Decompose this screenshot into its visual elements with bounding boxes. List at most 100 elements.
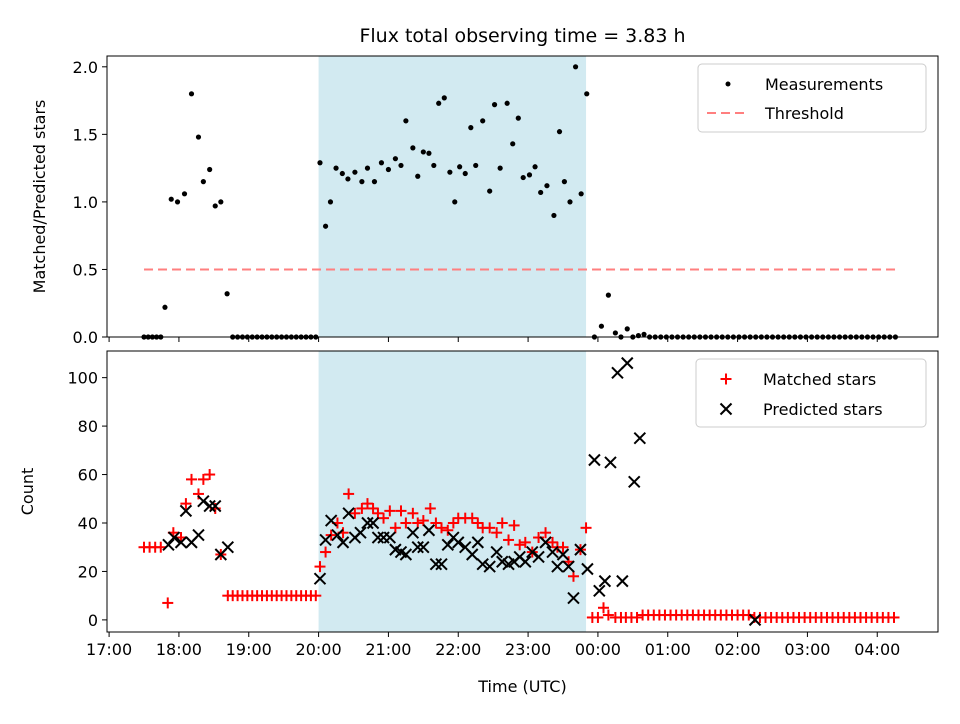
matched-star-points bbox=[138, 469, 900, 623]
matched-star-point bbox=[424, 502, 436, 514]
measurement-point bbox=[174, 199, 181, 205]
measurement-point bbox=[473, 162, 479, 169]
measurement-point bbox=[504, 100, 510, 106]
measurement-point bbox=[385, 166, 392, 173]
matched-star-point bbox=[631, 611, 643, 623]
measurement-point bbox=[584, 91, 590, 97]
matched-star-point bbox=[598, 602, 610, 614]
predicted-star-point bbox=[209, 499, 222, 513]
predicted-star-point bbox=[371, 531, 385, 544]
predicted-star-point bbox=[598, 574, 612, 588]
matched-star-point bbox=[430, 517, 442, 529]
matched-star-point bbox=[442, 524, 454, 536]
measurement-point bbox=[403, 118, 409, 124]
measurement-point bbox=[491, 102, 498, 108]
top-legend: Measurements Threshold bbox=[697, 63, 927, 133]
matched-star-point bbox=[343, 488, 355, 500]
matched-star-point bbox=[320, 546, 332, 558]
matched-star-point bbox=[155, 541, 167, 553]
y-tick-label: 80 bbox=[78, 417, 98, 436]
bottom-panel: 0 20 40 60 80 100 17:00 18:00 19:00 20:00 21:00 22… bbox=[18, 350, 939, 696]
predicted-star-point bbox=[483, 560, 496, 573]
x-tick-label: 03:00 bbox=[784, 640, 830, 659]
bottom-legend-box bbox=[695, 358, 927, 428]
measurement-point bbox=[162, 304, 168, 310]
matched-star-point bbox=[435, 522, 447, 534]
measurement-point bbox=[567, 199, 573, 205]
measurement-point bbox=[378, 160, 385, 166]
predicted-star-point bbox=[354, 526, 367, 539]
matched-star-point bbox=[547, 536, 559, 548]
measurement-point bbox=[200, 179, 206, 185]
predicted-star-point bbox=[551, 560, 564, 573]
legend-measurements-label: Measurements bbox=[765, 75, 883, 94]
measurement-point bbox=[168, 196, 174, 202]
measurement-point bbox=[612, 330, 618, 336]
y-tick-label: 0 bbox=[88, 611, 98, 630]
measurement-point bbox=[364, 165, 371, 171]
measurement-point bbox=[556, 129, 563, 135]
x-tick-label: 18:00 bbox=[156, 640, 202, 659]
matched-star-point bbox=[356, 502, 368, 514]
matched-star-point bbox=[484, 522, 496, 534]
matched-star-point bbox=[400, 517, 412, 529]
measurement-point bbox=[605, 292, 611, 298]
matched-star-point bbox=[389, 522, 401, 534]
matched-star-point bbox=[192, 488, 204, 500]
measurement-point bbox=[188, 91, 195, 97]
predicted-star-point bbox=[435, 557, 448, 571]
top-plot-frame bbox=[106, 55, 939, 338]
measurement-point bbox=[333, 165, 339, 171]
matched-star-point bbox=[367, 502, 379, 514]
measurement-point bbox=[322, 223, 329, 229]
observing-window-shade-bottom bbox=[318, 351, 587, 632]
y-tick-label: 0.0 bbox=[73, 328, 98, 347]
predicted-star-point bbox=[567, 591, 580, 605]
predicted-star-point bbox=[406, 526, 420, 539]
predicted-star-point bbox=[452, 536, 465, 549]
y-tick-label: 60 bbox=[78, 466, 98, 485]
x-axis-label: Time (UTC) bbox=[477, 677, 566, 696]
y-tick-label: 1.5 bbox=[73, 125, 98, 144]
measurement-point bbox=[410, 145, 416, 151]
measurement-point bbox=[352, 169, 358, 175]
measurement-point bbox=[431, 162, 437, 169]
measurement-point bbox=[212, 203, 218, 209]
measurement-point bbox=[195, 134, 202, 140]
measurement-point bbox=[515, 115, 521, 121]
top-y-axis-label: Matched/Predicted stars bbox=[30, 100, 49, 294]
predicted-star-point bbox=[174, 536, 188, 549]
predicted-star-point bbox=[422, 524, 436, 537]
measurement-point bbox=[551, 212, 557, 219]
measurement-point bbox=[520, 174, 526, 181]
measurement-point bbox=[224, 291, 230, 297]
legend-matched-label: Matched stars bbox=[763, 370, 876, 389]
measurement-point bbox=[561, 179, 567, 185]
predicted-star-point bbox=[628, 475, 641, 489]
legend-threshold-label: Threshold bbox=[764, 104, 844, 123]
predicted-star-point bbox=[197, 494, 210, 508]
y-tick-label: 100 bbox=[67, 369, 98, 388]
measurement-point bbox=[420, 149, 426, 155]
matched-star-point bbox=[314, 561, 326, 573]
measurement-point bbox=[207, 166, 213, 173]
measurement-point bbox=[339, 170, 345, 177]
observing-window-shade-top bbox=[318, 56, 587, 337]
y-tick-label: 2.0 bbox=[73, 58, 98, 77]
x-tick-label: 00:00 bbox=[575, 640, 621, 659]
predicted-star-point bbox=[574, 543, 587, 556]
legend-x bbox=[719, 402, 733, 416]
legend-predicted-marker bbox=[719, 402, 733, 416]
predicted-star-point bbox=[331, 528, 344, 542]
measurement-point bbox=[181, 191, 188, 197]
predicted-star-point bbox=[633, 431, 647, 445]
x-tick-label: 22:00 bbox=[435, 640, 481, 659]
predicted-star-point bbox=[203, 499, 216, 513]
predicted-star-point bbox=[179, 504, 193, 518]
x-tick-label: 17:00 bbox=[86, 640, 132, 659]
predicted-star-point bbox=[526, 545, 539, 559]
predicted-star-point bbox=[611, 366, 624, 380]
predicted-star-point bbox=[562, 560, 575, 573]
x-tick-label: 23:00 bbox=[505, 640, 551, 659]
bottom-plot-frame bbox=[106, 350, 939, 633]
